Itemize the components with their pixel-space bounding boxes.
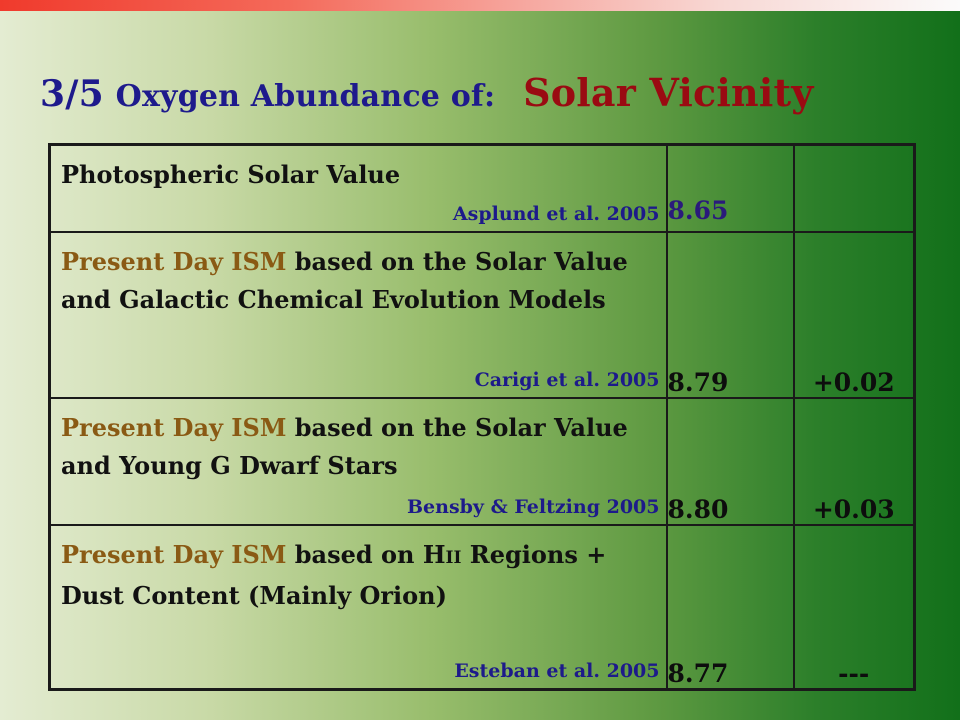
error-cell: +0.02 xyxy=(792,230,916,399)
row-reference: Carigi et al. 2005 xyxy=(474,368,660,391)
row-description: Present Day ISM based on the Solar Value… xyxy=(61,246,628,314)
slide-title: 3/5 Oxygen Abundance of: Solar Vicinity xyxy=(40,70,940,120)
error-cell: +0.03 xyxy=(792,396,916,526)
row-description: Present Day ISM based on the Solar Value… xyxy=(61,412,628,480)
table-row: Present Day ISM based on HII Regions + D… xyxy=(48,523,916,691)
title-subject: Solar Vicinity xyxy=(523,70,814,115)
title-text: Oxygen Abundance of: xyxy=(115,79,496,114)
value-cell: 8.77 xyxy=(665,523,795,691)
highlight-text: Present Day ISM xyxy=(61,539,287,569)
value-cell: 8.65 xyxy=(665,143,795,233)
error-cell: --- xyxy=(792,523,916,691)
highlight-text: Present Day ISM xyxy=(61,246,287,276)
value-cell: 8.79 xyxy=(665,230,795,399)
description-cell: Present Day ISM based on the Solar Value… xyxy=(48,230,668,399)
value-cell: 8.80 xyxy=(665,396,795,526)
table-row: Present Day ISM based on the Solar Value… xyxy=(48,230,916,399)
row-reference: Asplund et al. 2005 xyxy=(452,202,660,225)
table-row: Photospheric Solar Value Asplund et al. … xyxy=(48,143,916,233)
slide-number: 3/5 xyxy=(40,73,104,115)
row-reference: Bensby & Feltzing 2005 xyxy=(406,495,660,518)
row-description: Present Day ISM based on HII Regions + D… xyxy=(61,539,607,610)
description-cell: Present Day ISM based on HII Regions + D… xyxy=(48,523,668,691)
row-reference: Esteban et al. 2005 xyxy=(454,660,660,682)
table-row: Present Day ISM based on the Solar Value… xyxy=(48,396,916,526)
row-description: Photospheric Solar Value xyxy=(61,160,401,189)
description-cell: Photospheric Solar Value Asplund et al. … xyxy=(48,143,668,233)
description-cell: Present Day ISM based on the Solar Value… xyxy=(48,396,668,526)
top-accent-bar xyxy=(0,0,960,11)
highlight-text: Present Day ISM xyxy=(61,412,287,442)
abundance-table: Photospheric Solar Value Asplund et al. … xyxy=(48,143,916,691)
error-cell xyxy=(792,143,916,233)
